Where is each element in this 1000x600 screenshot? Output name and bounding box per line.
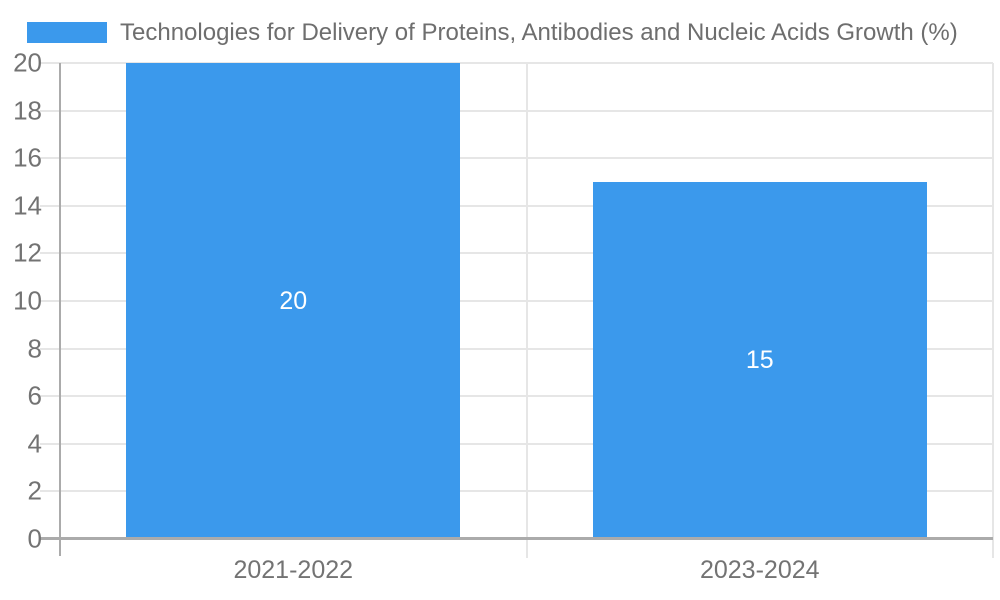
plot-right-border bbox=[992, 63, 994, 558]
y-gridline bbox=[40, 109, 993, 112]
y-gridline bbox=[40, 300, 993, 302]
y-gridline bbox=[40, 490, 993, 493]
bar-value-label: 15 bbox=[745, 346, 774, 374]
y-axis-line bbox=[59, 63, 61, 556]
y-tick-label: 18 bbox=[13, 95, 42, 126]
legend-label: Technologies for Delivery of Proteins, A… bbox=[120, 19, 958, 46]
x-axis-baseline bbox=[40, 537, 993, 540]
x-tick-label: 2023-2024 bbox=[699, 556, 820, 584]
x-tick-label: 2021-2022 bbox=[233, 556, 354, 584]
y-gridline bbox=[40, 157, 993, 160]
y-tick-label: 20 bbox=[13, 47, 42, 78]
y-gridline bbox=[40, 62, 993, 64]
legend: Technologies for Delivery of Proteins, A… bbox=[0, 0, 1000, 56]
bar-value-label: 20 bbox=[279, 286, 308, 315]
bar: 20 bbox=[126, 63, 461, 539]
y-tick-label: 6 bbox=[27, 380, 42, 411]
plot-area: 0 2 4 6 8 10 12 14 16 18 20 20 2021-2022 15 2023-2024 bbox=[13, 48, 994, 584]
y-gridline bbox=[40, 347, 993, 350]
y-tick-label: 12 bbox=[13, 237, 42, 268]
y-tick-label: 14 bbox=[13, 190, 42, 221]
y-tick-label: 0 bbox=[27, 523, 42, 554]
y-gridline bbox=[40, 252, 993, 255]
y-gridline bbox=[40, 204, 993, 207]
y-tick-label: 8 bbox=[27, 333, 42, 364]
y-tick-label: 10 bbox=[13, 285, 42, 316]
y-gridline bbox=[40, 395, 993, 398]
bar: 15 bbox=[592, 182, 927, 539]
category-divider bbox=[525, 63, 528, 558]
y-tick-label: 2 bbox=[27, 475, 42, 506]
y-gridline bbox=[40, 442, 993, 445]
y-tick-label: 4 bbox=[27, 428, 42, 459]
y-tick-label: 16 bbox=[13, 142, 42, 173]
legend-swatch bbox=[27, 22, 107, 43]
